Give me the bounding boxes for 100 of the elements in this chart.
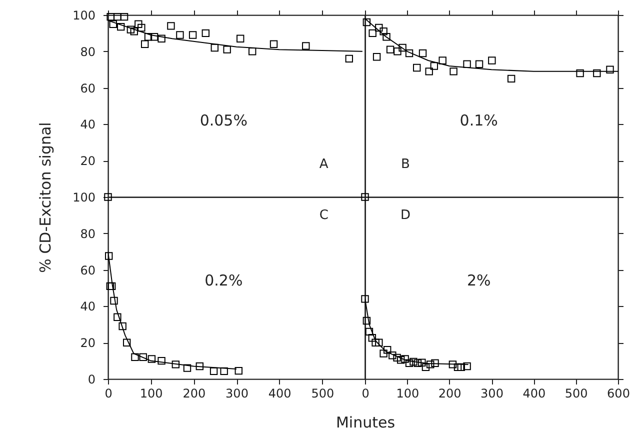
point <box>606 66 614 74</box>
y-tick-label: 40 <box>80 118 96 132</box>
x-axis-title: Minutes <box>336 414 396 431</box>
point <box>361 295 369 303</box>
point <box>105 252 113 260</box>
point <box>394 48 402 56</box>
point <box>150 32 158 41</box>
x-tick-label: 400 <box>268 386 292 400</box>
point <box>106 282 114 290</box>
x-tick-label: 400 <box>522 386 546 400</box>
point <box>236 34 244 43</box>
y-tick-label: 0 <box>88 372 96 386</box>
annotation: 0.05% <box>200 112 248 130</box>
point <box>134 20 142 28</box>
annotation: B <box>401 157 410 172</box>
x-tick-label: 300 <box>480 386 504 400</box>
y-tick-label: 60 <box>80 263 96 278</box>
point <box>454 363 462 372</box>
point <box>372 53 381 61</box>
point <box>148 355 156 363</box>
point <box>431 359 439 368</box>
point <box>388 351 396 360</box>
y-axis-title: % CD-Exciton signal <box>36 122 54 273</box>
point <box>176 31 184 39</box>
point <box>448 360 457 368</box>
point <box>368 334 376 342</box>
point <box>172 360 180 368</box>
x-tick-label: 200 <box>438 386 462 400</box>
point <box>109 20 117 28</box>
point <box>365 328 374 336</box>
point <box>108 282 116 290</box>
x-tick-label: 0 <box>104 386 112 400</box>
annotation: 0.1% <box>460 112 498 130</box>
y-tick-label: 20 <box>80 336 96 350</box>
point <box>405 49 414 58</box>
point <box>106 12 114 21</box>
point <box>368 29 376 38</box>
point <box>131 353 139 362</box>
point <box>116 22 125 31</box>
y-tick-label: 100 <box>72 8 96 22</box>
point <box>234 366 242 375</box>
point <box>450 68 458 76</box>
y-tick-label: 60 <box>80 81 96 96</box>
y-tick-label: 80 <box>80 226 96 241</box>
point <box>110 296 118 305</box>
point <box>405 359 414 368</box>
x-tick-label: 100 <box>140 386 163 400</box>
point <box>126 26 135 34</box>
point <box>114 12 122 21</box>
point <box>593 69 601 78</box>
point <box>138 24 146 32</box>
x-tick-label: 500 <box>311 386 334 400</box>
point <box>414 359 422 368</box>
point <box>120 12 128 21</box>
y-tick-label: 100 <box>72 190 96 204</box>
point <box>158 34 166 43</box>
point <box>202 29 210 38</box>
point <box>488 56 496 64</box>
point <box>223 46 231 54</box>
point <box>375 24 383 32</box>
annotation: 0.2% <box>204 272 243 290</box>
x-tick-label: 200 <box>182 386 206 400</box>
point <box>380 28 388 36</box>
point <box>383 346 392 354</box>
point <box>158 356 166 365</box>
point <box>361 193 369 201</box>
x-tick-label: 100 <box>396 386 420 400</box>
point <box>188 31 197 39</box>
point <box>382 32 390 41</box>
point <box>362 18 371 26</box>
point <box>196 362 204 370</box>
x-tick-label: 600 <box>607 386 630 400</box>
y-tick-label: 80 <box>80 44 96 59</box>
point <box>380 350 388 358</box>
point <box>475 60 484 68</box>
point <box>576 69 584 78</box>
point <box>104 193 112 201</box>
point <box>270 40 278 48</box>
x-tick-label: 300 <box>226 386 248 400</box>
point <box>167 22 175 30</box>
point <box>210 44 219 52</box>
point <box>122 338 131 346</box>
point <box>422 363 430 372</box>
point <box>418 49 427 58</box>
point <box>210 367 218 376</box>
point <box>375 338 383 346</box>
point <box>114 313 122 321</box>
point <box>425 68 433 76</box>
point <box>426 360 434 368</box>
x-tick-label: 0 <box>362 386 370 400</box>
point <box>398 44 406 52</box>
point <box>438 56 446 64</box>
point <box>386 46 394 54</box>
point <box>302 42 310 50</box>
point <box>144 32 152 41</box>
point <box>248 48 256 56</box>
x-tick-label: 500 <box>564 386 588 400</box>
annotation: D <box>400 208 410 224</box>
y-tick-label: 40 <box>80 300 96 314</box>
point <box>139 353 147 362</box>
